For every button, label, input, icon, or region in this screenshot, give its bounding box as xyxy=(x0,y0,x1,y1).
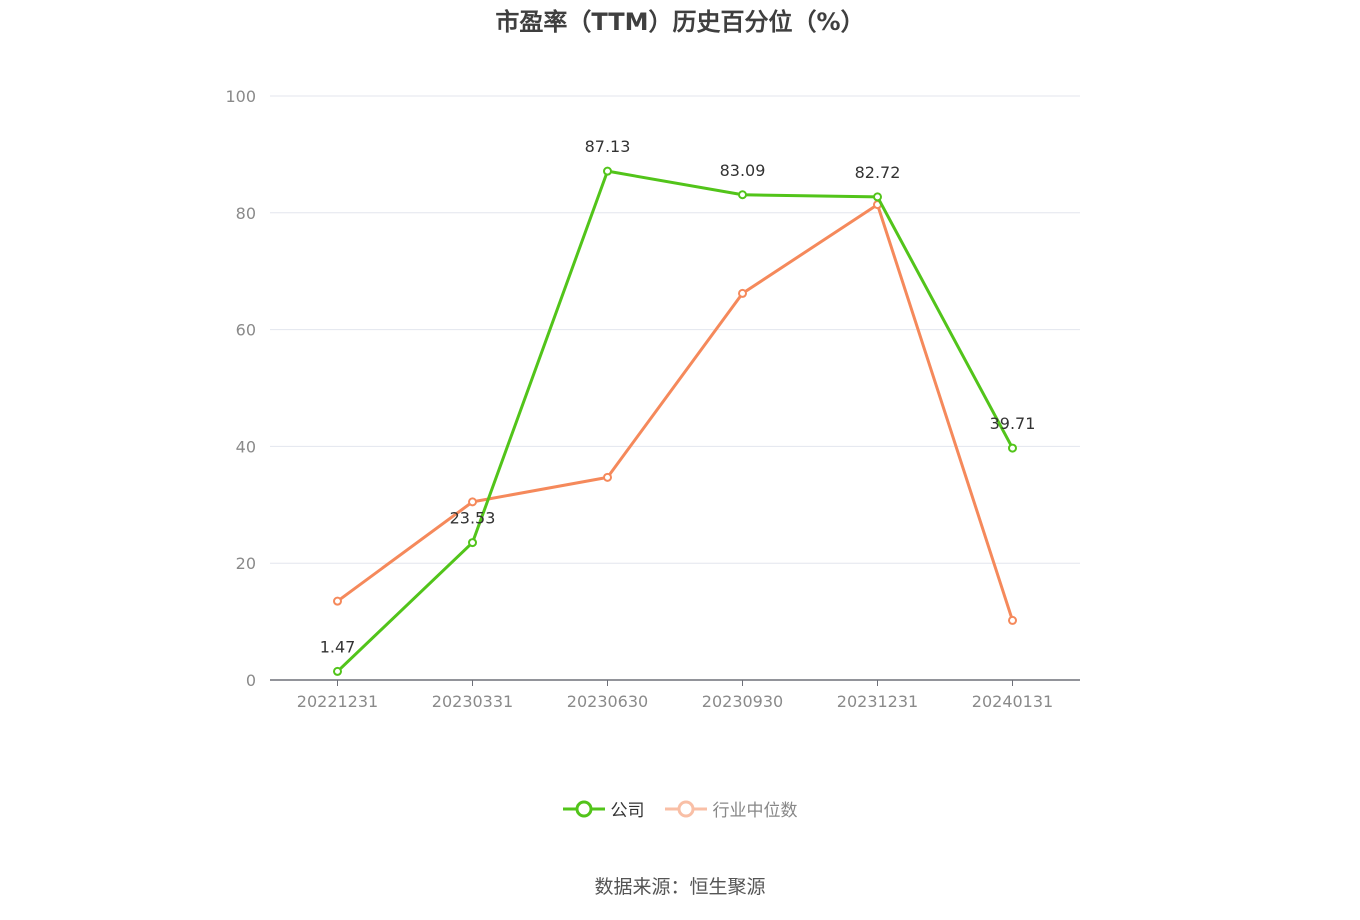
legend-company-marker-icon xyxy=(562,800,605,817)
data-label: 87.13 xyxy=(585,137,631,156)
y-tick-label: 100 xyxy=(225,87,256,106)
legend-item-company[interactable]: 公司 xyxy=(562,796,645,821)
data-label: 1.47 xyxy=(320,637,356,656)
x-tick-label: 20221231 xyxy=(297,692,378,711)
legend-industry-label: 行业中位数 xyxy=(712,801,798,821)
y-tick-label: 80 xyxy=(236,204,256,223)
series-line-1 xyxy=(336,203,1014,621)
data-point xyxy=(738,190,747,200)
data-point xyxy=(468,538,477,548)
data-point xyxy=(333,596,342,606)
legend-item-industry-median[interactable]: 行业中位数 xyxy=(664,796,798,821)
data-point xyxy=(873,192,882,202)
data-label: 23.53 xyxy=(450,509,496,528)
series-line-0 xyxy=(336,169,1014,673)
data-point xyxy=(1008,615,1017,625)
legend-company-label: 公司 xyxy=(610,801,645,821)
x-tick-label: 20230930 xyxy=(702,692,783,711)
x-tick-label: 20230331 xyxy=(432,692,513,711)
x-tick-label: 20240131 xyxy=(972,692,1053,711)
legend: 公司 行业中位数 xyxy=(0,796,1360,821)
data-label: 39.71 xyxy=(990,414,1036,433)
data-point xyxy=(603,166,612,176)
data-point xyxy=(1008,443,1017,453)
line-chart: 0 20 40 60 80 100 20221231 20230331 20230630 2023… xyxy=(225,87,1080,711)
data-label: 82.72 xyxy=(855,163,901,182)
y-tick-label: 20 xyxy=(236,554,256,573)
chart-title: 市盈率（TTM）历史百分位（%） xyxy=(495,8,865,36)
data-point xyxy=(468,497,477,507)
legend-industry-marker-icon xyxy=(664,800,707,817)
data-source: 数据来源：恒生聚源 xyxy=(594,876,766,898)
data-point xyxy=(603,472,612,482)
y-tick-label: 60 xyxy=(236,321,256,340)
data-point xyxy=(333,666,342,676)
x-tick-label: 20231231 xyxy=(837,692,918,711)
x-tick-label: 20230630 xyxy=(567,692,648,711)
y-tick-label: 40 xyxy=(236,437,256,456)
data-label: 83.09 xyxy=(720,161,766,180)
data-point xyxy=(738,288,747,298)
y-tick-label: 0 xyxy=(246,671,256,690)
